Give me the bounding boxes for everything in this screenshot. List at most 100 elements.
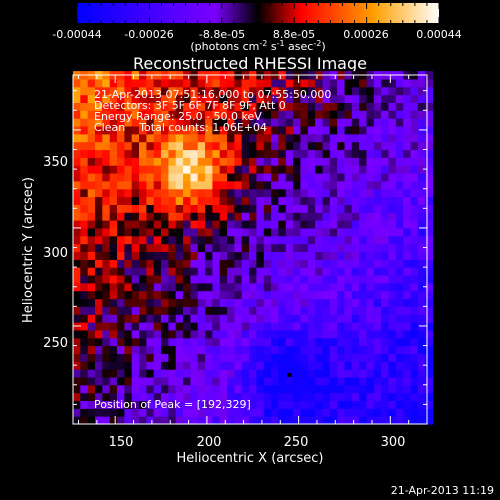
heatmap-cell bbox=[131, 282, 140, 292]
heatmap-cell bbox=[249, 376, 257, 386]
heatmap-cell bbox=[95, 337, 103, 347]
heatmap-cell bbox=[329, 337, 338, 347]
heatmap-cell bbox=[73, 141, 81, 151]
heatmap-cell bbox=[351, 126, 360, 135]
heatmap-cell bbox=[95, 290, 103, 300]
heatmap-cell bbox=[381, 157, 389, 166]
heatmap-cell bbox=[124, 337, 133, 347]
heatmap-cell bbox=[359, 353, 367, 362]
heatmap-cell bbox=[293, 322, 301, 331]
heatmap-cell bbox=[278, 408, 287, 417]
heatmap-cell bbox=[351, 392, 360, 401]
heatmap-cell bbox=[307, 94, 316, 103]
heatmap-cell bbox=[249, 353, 257, 362]
heatmap-cell bbox=[366, 353, 375, 362]
heatmap-cell bbox=[417, 408, 426, 417]
heatmap-cell bbox=[381, 188, 389, 198]
heatmap-cell bbox=[417, 204, 426, 213]
heatmap-cell bbox=[73, 314, 81, 323]
heatmap-cell bbox=[344, 204, 353, 213]
heatmap-cell bbox=[227, 384, 235, 394]
heatmap-cell bbox=[87, 376, 96, 386]
heatmap-cell bbox=[395, 306, 404, 315]
heatmap-cell bbox=[285, 361, 294, 370]
heatmap-cell bbox=[300, 361, 309, 370]
heatmap-cell bbox=[73, 157, 81, 166]
heatmap-cell bbox=[278, 267, 287, 276]
heatmap-cell bbox=[403, 275, 412, 284]
heatmap-cell bbox=[124, 235, 133, 245]
heatmap-cell bbox=[212, 282, 221, 292]
heatmap-cell bbox=[337, 126, 345, 135]
heatmap-cell bbox=[146, 118, 155, 127]
heatmap-cell bbox=[153, 165, 162, 174]
heatmap-cell bbox=[124, 408, 133, 417]
heatmap-cell bbox=[351, 235, 360, 245]
heatmap-cell bbox=[87, 290, 96, 300]
heatmap-cell bbox=[278, 392, 287, 401]
heatmap-cell bbox=[73, 110, 81, 119]
heatmap-cell bbox=[300, 376, 309, 386]
heatmap-cell bbox=[329, 204, 338, 213]
heatmap-cell bbox=[205, 314, 213, 323]
heatmap-cell bbox=[212, 329, 221, 339]
heatmap-cell bbox=[241, 149, 250, 158]
heatmap-cell bbox=[197, 149, 206, 158]
heatmap-cell bbox=[417, 165, 426, 174]
heatmap-cell bbox=[124, 188, 133, 198]
heatmap-cell bbox=[329, 353, 338, 362]
heatmap-cell bbox=[109, 322, 118, 331]
heatmap-cell bbox=[161, 322, 169, 331]
heatmap-cell bbox=[329, 133, 338, 143]
heatmap-cell bbox=[139, 204, 147, 213]
heatmap-cell bbox=[337, 369, 345, 378]
heatmap-cell bbox=[300, 196, 309, 205]
heatmap-cell bbox=[109, 361, 118, 370]
heatmap-cell bbox=[329, 345, 338, 354]
heatmap-cell bbox=[366, 141, 375, 151]
heatmap-cell bbox=[410, 126, 419, 135]
heatmap-cell bbox=[205, 235, 213, 245]
heatmap-cell bbox=[425, 141, 434, 151]
heatmap-cell bbox=[256, 282, 265, 292]
heatmap-cell bbox=[146, 94, 155, 103]
annotation-clean-counts: Clean Total counts: 1.06E+04 bbox=[94, 121, 267, 134]
heatmap-cell bbox=[95, 126, 103, 135]
heatmap-cell bbox=[263, 353, 272, 362]
heatmap-cell bbox=[117, 251, 125, 260]
heatmap-cell bbox=[95, 251, 103, 260]
heatmap-cell bbox=[322, 110, 331, 119]
heatmap-cell bbox=[124, 353, 133, 362]
heatmap-cell bbox=[109, 220, 118, 229]
heatmap-cell bbox=[285, 204, 294, 213]
heatmap-cell bbox=[161, 369, 169, 378]
heatmap-cell bbox=[205, 329, 213, 339]
heatmap-cell bbox=[227, 243, 235, 252]
heatmap-cell bbox=[381, 353, 389, 362]
heatmap-cell bbox=[241, 126, 250, 135]
heatmap-cell bbox=[234, 94, 243, 103]
heatmap-cell bbox=[410, 314, 419, 323]
heatmap-cell bbox=[285, 133, 294, 143]
heatmap-cell bbox=[307, 227, 316, 237]
heatmap-cell bbox=[300, 259, 309, 268]
heatmap-cell bbox=[131, 133, 140, 143]
heatmap-cell bbox=[285, 306, 294, 315]
heatmap-cell bbox=[410, 102, 419, 111]
heatmap-cell bbox=[212, 212, 221, 221]
heatmap-cell bbox=[161, 314, 169, 323]
heatmap-cell bbox=[249, 212, 257, 221]
heatmap-cell bbox=[95, 259, 103, 268]
heatmap-cell bbox=[388, 314, 397, 323]
heatmap-cell bbox=[95, 322, 103, 331]
heatmap-cell bbox=[219, 275, 228, 284]
heatmap-cell bbox=[344, 118, 353, 127]
heatmap-cell bbox=[344, 337, 353, 347]
heatmap-cell bbox=[73, 275, 81, 284]
heatmap-cell bbox=[124, 314, 133, 323]
heatmap-cell bbox=[73, 345, 81, 354]
heatmap-cell bbox=[139, 126, 147, 135]
heatmap-cell bbox=[227, 118, 235, 127]
heatmap-cell bbox=[197, 118, 206, 127]
heatmap-cell bbox=[212, 180, 221, 190]
